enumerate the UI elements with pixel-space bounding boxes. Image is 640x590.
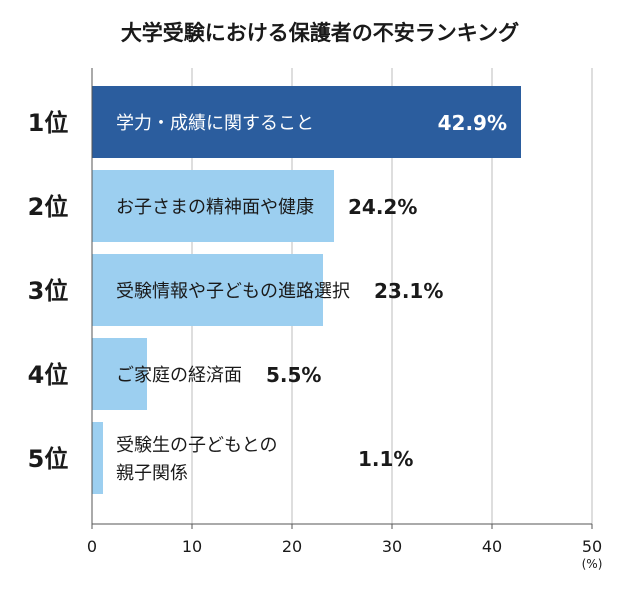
x-tick-label: 40 — [482, 537, 502, 556]
chart-title: 大学受験における保護者の不安ランキング — [121, 21, 519, 45]
bar — [92, 254, 323, 326]
x-tick-label: 0 — [87, 537, 97, 556]
category-label: 受験情報や子どもの進路選択 — [116, 281, 350, 302]
value-label: 5.5% — [266, 363, 321, 387]
value-label: 42.9% — [438, 111, 507, 135]
x-tick-label: 20 — [282, 537, 302, 556]
bar — [92, 422, 103, 494]
x-tick-label: 50 — [582, 537, 602, 556]
bar — [92, 338, 147, 410]
value-label: 1.1% — [358, 447, 413, 471]
x-tick-label: 10 — [182, 537, 202, 556]
rank-label: 4位 — [28, 361, 69, 389]
rank-label: 5位 — [28, 445, 69, 473]
x-tick-label: 30 — [382, 537, 402, 556]
category-label: お子さまの精神面や健康 — [116, 197, 314, 218]
category-label: 学力・成績に関すること — [116, 113, 314, 134]
value-label: 24.2% — [348, 195, 417, 219]
category-label: 親子関係 — [116, 463, 188, 484]
rank-label: 3位 — [28, 277, 69, 305]
category-label: 受験生の子どもとの — [116, 435, 277, 456]
x-axis-unit: (%) — [582, 557, 603, 571]
rank-label: 2位 — [28, 193, 69, 221]
category-label: ご家庭の経済面 — [116, 365, 242, 386]
bar — [92, 170, 334, 242]
rank-label: 1位 — [28, 109, 69, 137]
value-label: 23.1% — [374, 279, 443, 303]
bar — [92, 86, 521, 158]
